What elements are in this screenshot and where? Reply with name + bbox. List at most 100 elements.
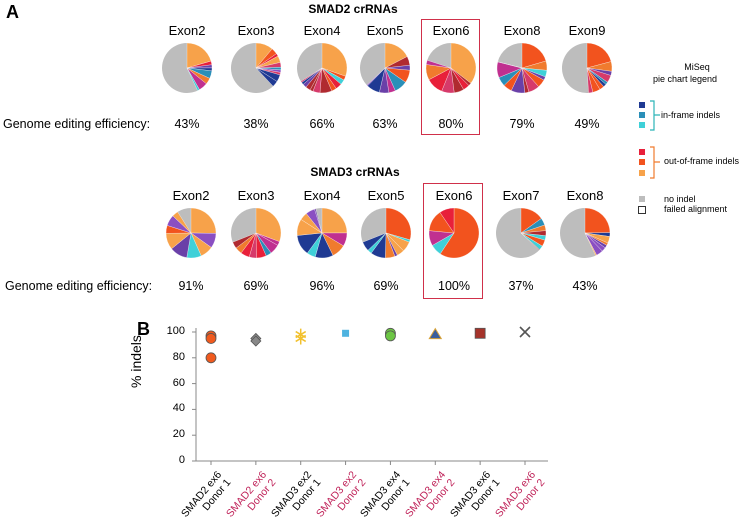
- y-tick-label-20: 20: [172, 428, 185, 441]
- legend-swatch-out-of-frame-1: [639, 149, 645, 155]
- smad2-pie-4-indel-slice-9: [366, 67, 386, 87]
- legend-out-of-frame-label: out-of-frame indels: [664, 156, 740, 166]
- smad2-pie-6-indel-slice-12: [497, 61, 523, 69]
- smad3-exon-label-7: Exon8: [566, 188, 604, 203]
- smad3-pie-4: [361, 207, 412, 259]
- smad3-efficiency-5: 100%: [438, 279, 470, 293]
- legend-title-line2: pie chart legend: [653, 74, 718, 84]
- smad2-pie-2-indel-slice-10: [255, 67, 278, 87]
- panel-letter-b: B: [137, 319, 150, 339]
- smad3-efficiency-6: 37%: [508, 279, 534, 293]
- smad3-exon-label-5: Exon6: [435, 188, 473, 203]
- smad2-pie-3-indel-slice-12: [300, 67, 323, 83]
- smad3-pie-7-indel-slice-1: [584, 207, 611, 234]
- smad2-efficiency-1: 43%: [174, 117, 200, 131]
- smad2-pie-2-no-indel-slice: [230, 43, 274, 93]
- smad3-pie-1-indel-slice-9: [172, 211, 192, 234]
- smad3-exon-label-6: Exon7: [502, 188, 540, 203]
- legend-in-frame-label: in-frame indels: [661, 110, 721, 120]
- smad2-efficiency-6: 79%: [509, 117, 535, 131]
- scatter-point-4-1: [342, 329, 350, 337]
- smad2-efficiency-7: 49%: [574, 117, 600, 131]
- legend-bracket-out-of-frame: [650, 146, 660, 179]
- scatter-point-2-2: [250, 335, 262, 347]
- smad2-pie-7: [561, 42, 613, 94]
- smad3-efficiency-3: 96%: [309, 279, 335, 293]
- scatter-point-1-3: [205, 352, 217, 364]
- smad3-pie-3: [296, 207, 348, 259]
- smad2-exon-label-4: Exon5: [366, 23, 404, 38]
- smad2-efficiency-row-label: Genome editing efficiency:: [3, 117, 151, 131]
- smad2-pie-7-no-indel-slice: [561, 43, 589, 93]
- smad3-pie-2-no-indel-slice: [231, 208, 256, 243]
- smad2-pie-1-no-indel-slice: [161, 43, 198, 93]
- smad2-pie-1-indel-slice-8: [186, 67, 200, 91]
- legend-swatch-in-frame-3: [639, 122, 645, 128]
- smad3-pie-1: [165, 207, 217, 259]
- smad3-pie-7-indel-slice-8: [584, 232, 597, 256]
- smad2-pie-3: [296, 42, 348, 94]
- smad2-pie-5-no-indel-slice: [427, 43, 451, 68]
- smad2-pie-5: [425, 42, 477, 94]
- legend-title-line1: MiSeq: [684, 62, 710, 72]
- scatter-point-1-2: [205, 333, 217, 344]
- smad2-pie-1: [161, 42, 213, 93]
- smad2-efficiency-2: 38%: [243, 117, 269, 131]
- legend-swatch-no-indel: [639, 196, 645, 202]
- smad2-exon-label-1: Exon2: [168, 23, 206, 38]
- smad2-pie-5-indel-slice-8: [426, 60, 452, 69]
- y-tick-label-100: 100: [166, 325, 185, 337]
- smad3-pie-5: [428, 207, 480, 259]
- smad3-pie-6-indel-slice-8: [520, 232, 540, 251]
- scatter-point-3-2: [295, 332, 307, 345]
- smad3-pie-3-indel-slice-1: [321, 207, 348, 234]
- legend-swatch-out-of-frame-2: [639, 159, 645, 165]
- smad3-exon-label-4: Exon5: [367, 188, 405, 203]
- smad2-pie-6: [496, 42, 548, 94]
- legend-no-indel-label: no indel: [664, 194, 696, 204]
- smad3-exon-label-2: Exon3: [237, 188, 275, 203]
- smad3-pie-4-indel-slice-1: [385, 207, 412, 241]
- smad3-title: SMAD3 crRNAs: [310, 165, 400, 179]
- smad2-efficiency-4: 63%: [372, 117, 398, 131]
- smad3-pie-3-indel-slice-10: [314, 208, 323, 234]
- smad2-exon-label-3: Exon4: [303, 23, 341, 38]
- smad2-efficiency-5: 80%: [438, 117, 464, 131]
- smad3-pie-5-indel-slice-1: [440, 207, 480, 259]
- legend-swatch-out-of-frame-3: [639, 170, 645, 176]
- scatter-point-5-2: [385, 330, 396, 342]
- panel-letter-a: A: [6, 2, 19, 22]
- y-tick-label-40: 40: [172, 402, 185, 415]
- smad2-pie-2: [230, 42, 282, 93]
- smad3-efficiency-2: 69%: [243, 279, 269, 293]
- smad2-pie-7-indel-slice-9: [586, 67, 594, 94]
- smad3-pie-4-indel-slice-9: [362, 232, 387, 251]
- smad3-pie-7-no-indel-slice: [559, 208, 596, 258]
- smad3-efficiency-7: 43%: [572, 279, 598, 293]
- scatter-point-6-1: [428, 327, 443, 340]
- smad3-exon-label-1: Exon2: [172, 188, 210, 203]
- legend-swatch-in-frame-1: [639, 102, 645, 108]
- smad2-exon-label-2: Exon3: [237, 23, 275, 38]
- smad2-efficiency-3: 66%: [309, 117, 335, 131]
- smad2-exon-label-7: Exon9: [568, 23, 606, 38]
- smad3-pie-1-no-indel-slice: [177, 208, 191, 233]
- smad2-pie-4-no-indel-slice: [360, 43, 385, 86]
- legend-failed-label: failed alignment: [664, 204, 728, 214]
- legend-swatch-failed-alignment: [638, 206, 646, 214]
- smad3-efficiency-4: 69%: [373, 279, 399, 293]
- y-tick-label-60: 60: [172, 376, 185, 389]
- smad2-exon-label-6: Exon8: [503, 23, 541, 38]
- smad2-pie-3-indel-slice-1: [321, 42, 348, 77]
- smad2-pie-4: [360, 42, 411, 94]
- y-tick-label-80: 80: [172, 350, 185, 363]
- smad2-pie-6-no-indel-slice: [497, 43, 522, 68]
- smad3-exon-label-3: Exon4: [303, 188, 341, 203]
- y-axis-label: % indels: [128, 335, 144, 388]
- smad2-title: SMAD2 crRNAs: [308, 2, 398, 16]
- smad3-pie-5-indel-slice-5: [439, 207, 455, 234]
- smad3-efficiency-1: 91%: [178, 279, 204, 293]
- smad3-pie-2-indel-slice-9: [232, 232, 257, 249]
- smad2-pie-5-indel-slice-1: [450, 42, 477, 84]
